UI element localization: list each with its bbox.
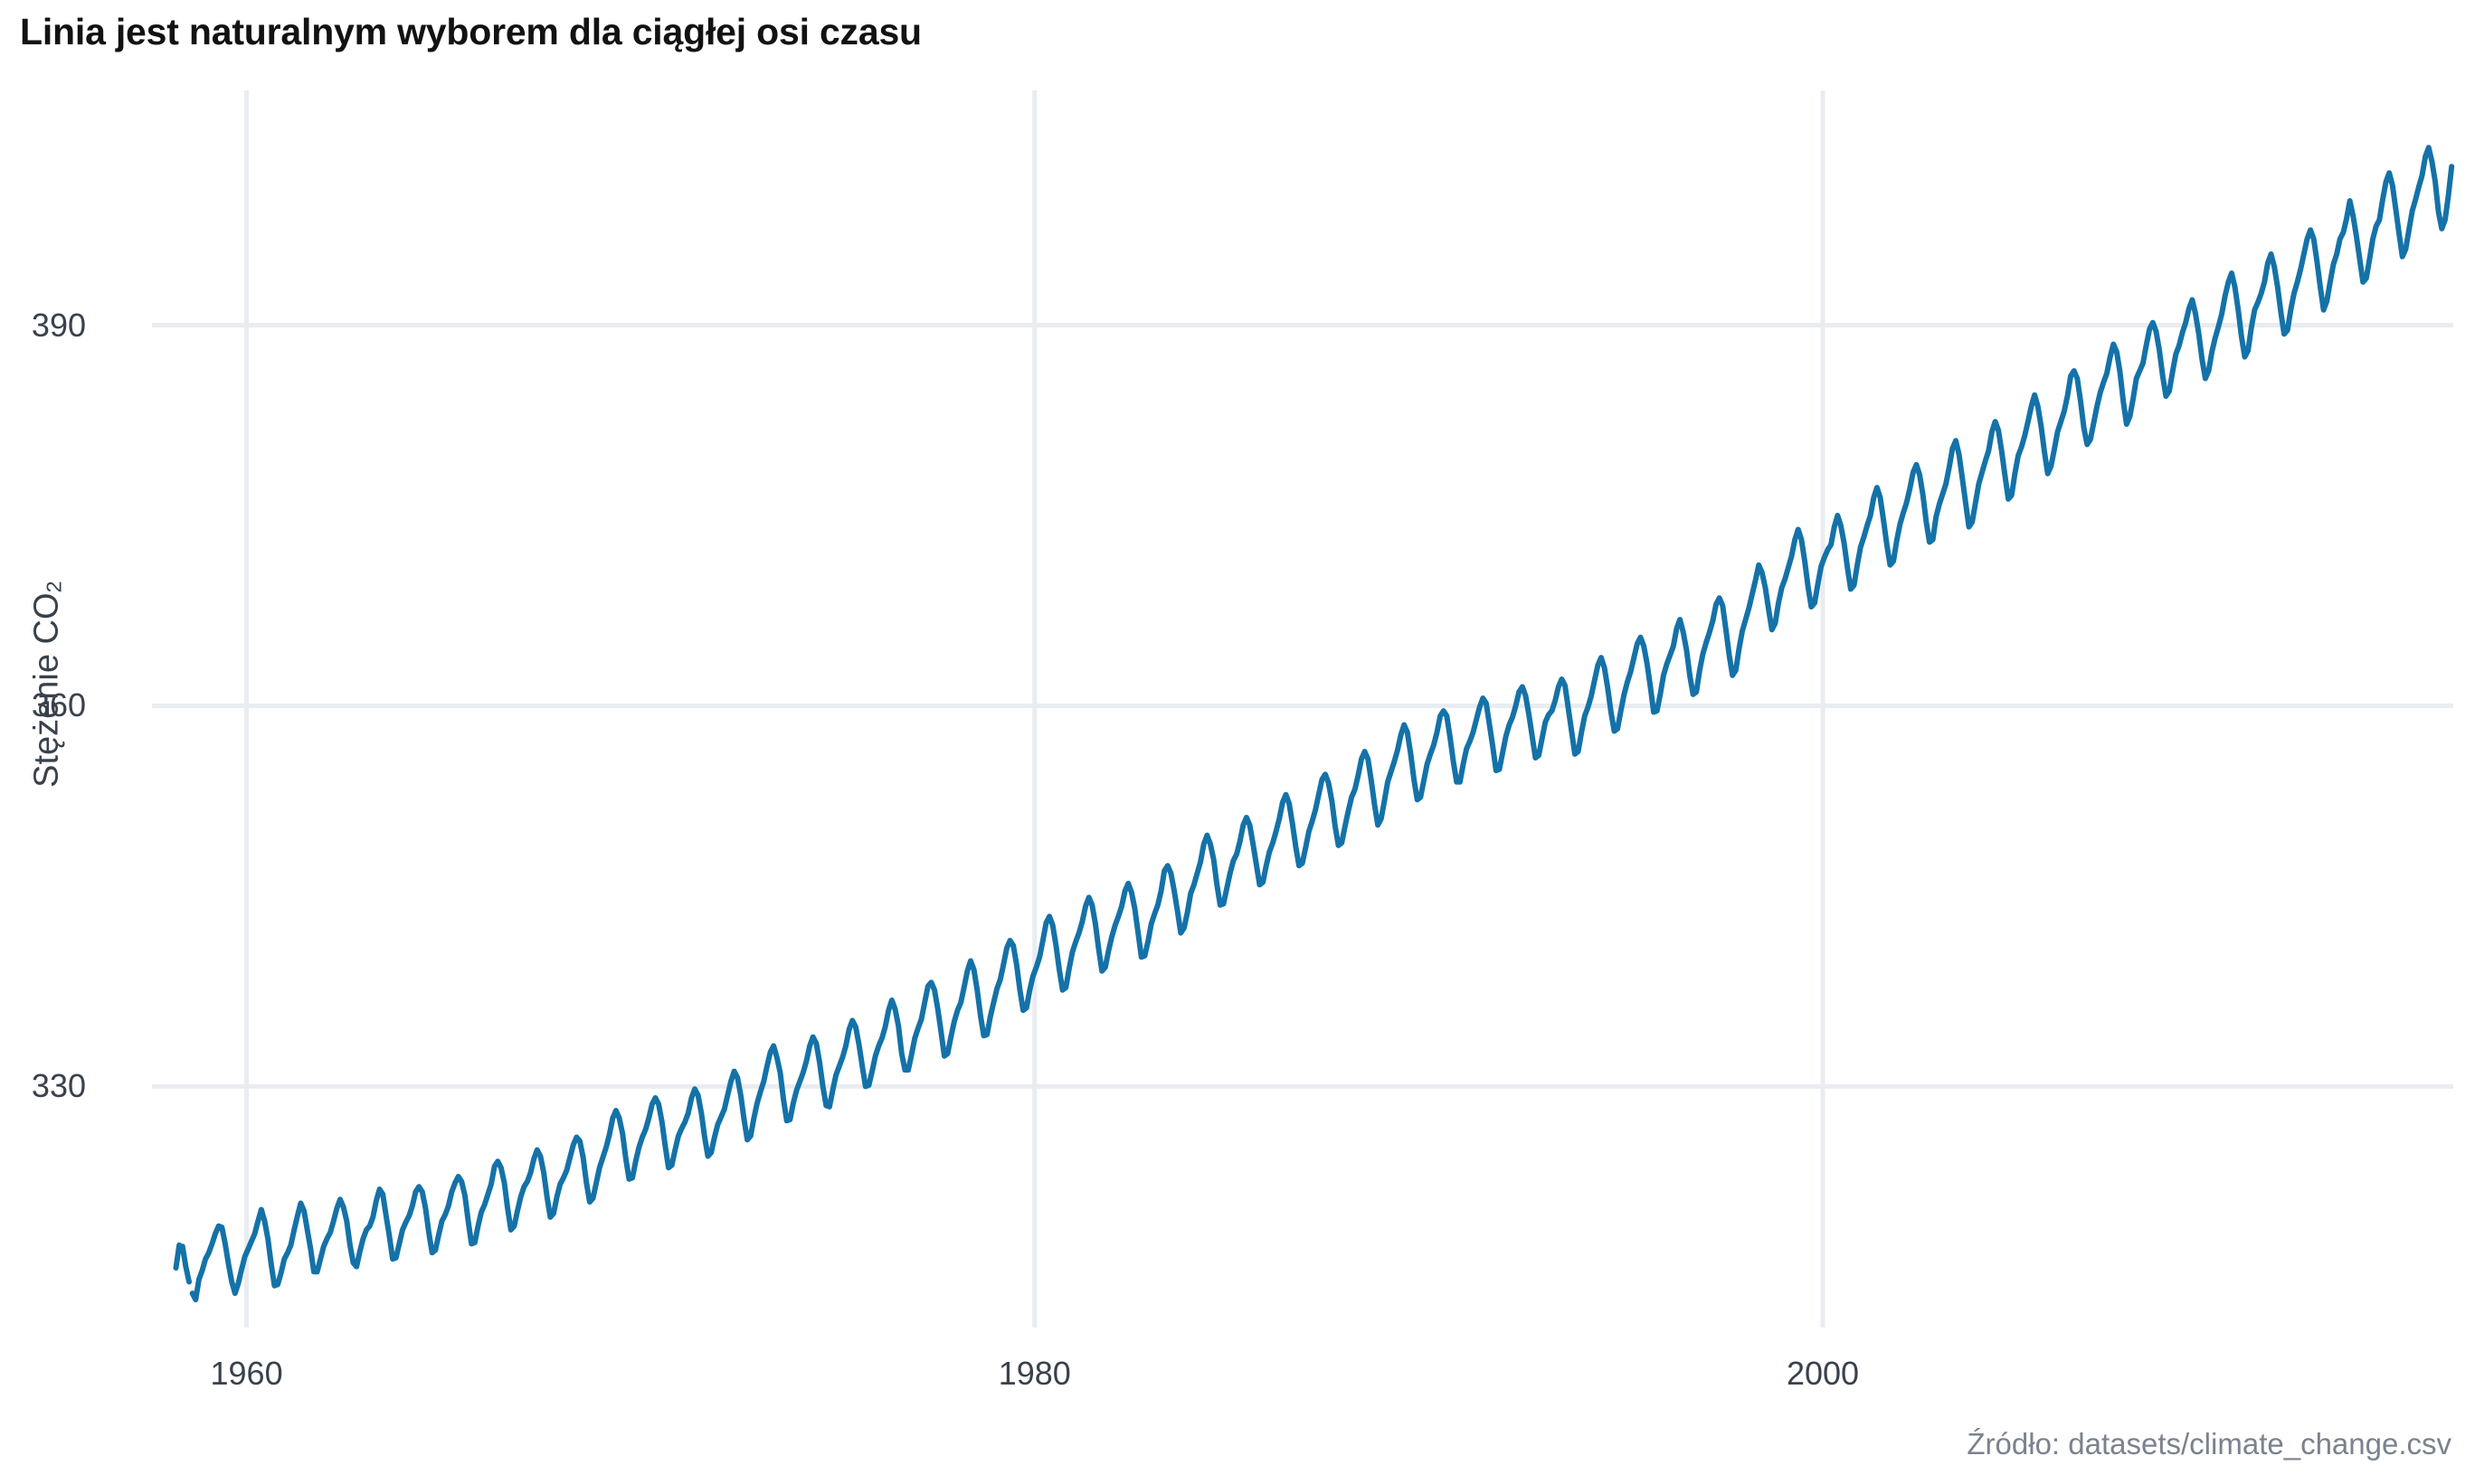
x-axis-tick-label: 1960 — [210, 1355, 283, 1392]
x-axis-tick-label: 1980 — [998, 1355, 1071, 1392]
chart-title: Linia jest naturalnym wyborem dla ciągłe… — [20, 11, 922, 52]
line-series — [173, 145, 2455, 1303]
y-axis-tick-label: 360 — [31, 686, 86, 724]
y-axis-tick-label: 390 — [31, 306, 86, 344]
gridlines — [152, 90, 2453, 1328]
source-caption: Źródło: datasets/climate_change.csv — [1967, 1427, 2451, 1460]
x-axis-tick-label: 2000 — [1786, 1355, 1860, 1392]
data-series-group — [173, 145, 2455, 1303]
y-axis-tick-label: 330 — [31, 1067, 86, 1105]
